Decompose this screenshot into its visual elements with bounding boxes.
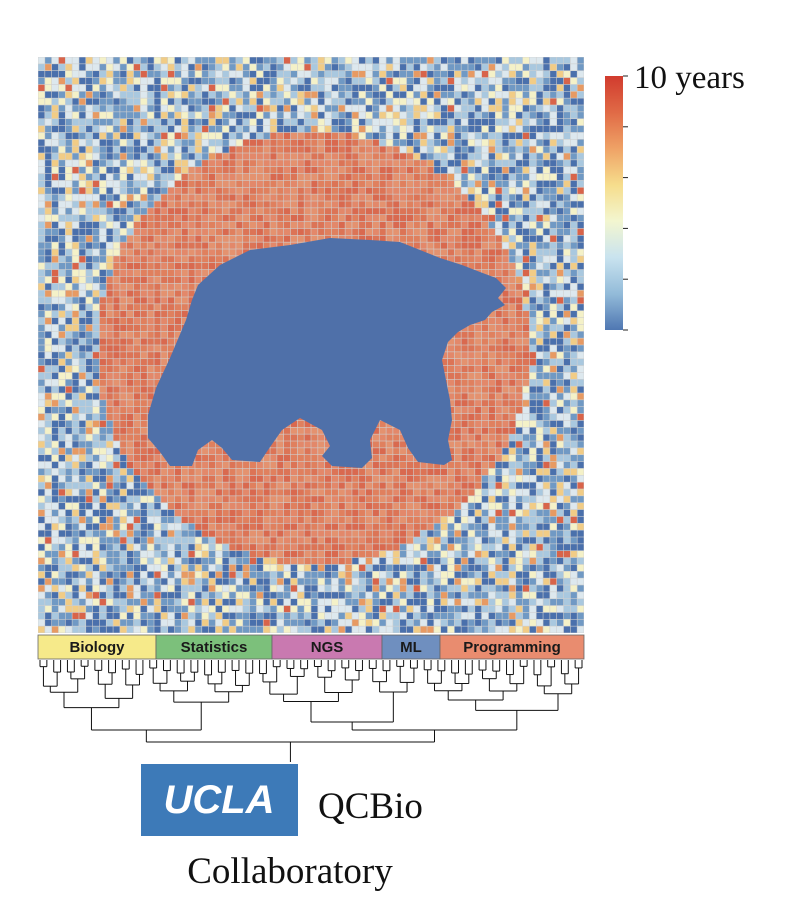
color-scale-bar — [605, 76, 623, 330]
category-ngs: NGS — [272, 635, 382, 659]
category-ml: ML — [382, 635, 440, 659]
category-label: NGS — [311, 639, 344, 656]
dendrogram — [40, 660, 582, 762]
category-biology: Biology — [38, 635, 156, 659]
category-label: Programming — [463, 639, 561, 656]
category-label: Biology — [70, 639, 126, 656]
collaboratory-text: Collaboratory — [187, 851, 393, 892]
color-scale-label: 10 years — [634, 60, 745, 96]
category-band: Biology Statistics NGS ML Programming — [38, 635, 584, 659]
category-statistics: Statistics — [156, 635, 272, 659]
category-label: Statistics — [181, 639, 248, 656]
ucla-logo-text: UCLA — [163, 778, 274, 822]
color-scale-ticks — [623, 76, 628, 330]
category-programming: Programming — [440, 635, 584, 659]
category-label: ML — [400, 639, 422, 656]
qcbio-text: QCBio — [318, 786, 423, 827]
